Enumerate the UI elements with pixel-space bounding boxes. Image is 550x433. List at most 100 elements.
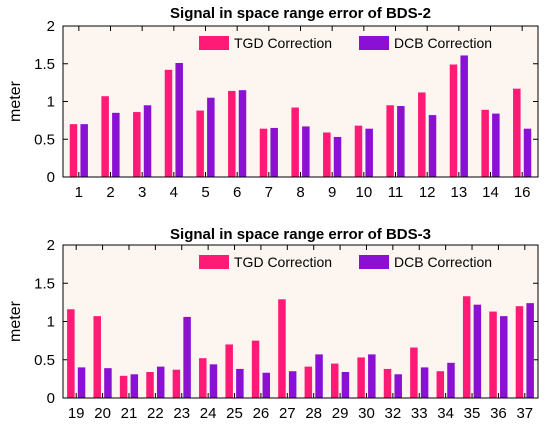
x-tick-label: 13 — [450, 184, 467, 201]
bar-tgd-37 — [515, 306, 524, 398]
bar-tgd-24 — [199, 358, 207, 398]
y-tick-label: 0 — [47, 390, 55, 407]
y-tick-label: 0.5 — [34, 352, 55, 369]
bar-dcb-26 — [262, 372, 271, 398]
bar-dcb-14 — [492, 113, 500, 177]
x-tick-label: 28 — [305, 405, 322, 422]
x-tick-label: 14 — [482, 184, 499, 201]
bar-tgd-28 — [304, 366, 313, 398]
bar-tgd-35 — [462, 296, 471, 398]
bar-dcb-11 — [397, 106, 405, 177]
bar-dcb-27 — [288, 371, 297, 398]
x-tick-label: 12 — [419, 184, 436, 201]
bar-dcb-9 — [333, 136, 342, 177]
bar-tgd-32 — [383, 368, 392, 398]
legend-swatch-tgd — [199, 36, 229, 50]
bar-tgd-36 — [489, 311, 497, 398]
legend-label-tgd: TGD Correction — [234, 254, 332, 270]
bar-tgd-2 — [101, 96, 109, 177]
bar-tgd-21 — [119, 375, 128, 398]
legend-label-dcb: DCB Correction — [394, 254, 492, 270]
bar-tgd-1 — [69, 124, 78, 177]
x-tick-label: 30 — [358, 405, 375, 422]
x-tick-label: 24 — [200, 405, 217, 422]
bar-tgd-8 — [291, 107, 299, 177]
bar-dcb-32 — [394, 374, 402, 398]
bar-dcb-29 — [341, 371, 350, 398]
x-tick-label: 5 — [201, 184, 209, 201]
x-tick-label: 34 — [437, 405, 454, 422]
bar-dcb-13 — [460, 55, 468, 177]
legend-label-tgd: TGD Correction — [234, 35, 332, 51]
bar-dcb-16 — [523, 128, 532, 177]
bar-dcb-37 — [526, 303, 534, 398]
x-tick-label: 6 — [233, 184, 241, 201]
bar-tgd-33 — [410, 347, 418, 398]
bar-tgd-20 — [93, 316, 101, 398]
plot-area — [62, 244, 539, 399]
bar-tgd-4 — [164, 69, 173, 177]
bar-dcb-30 — [368, 354, 376, 398]
bar-dcb-36 — [500, 316, 508, 398]
bar-dcb-8 — [302, 126, 310, 177]
y-tick-label: 1.5 — [34, 275, 55, 292]
x-tick-label: 25 — [226, 405, 243, 422]
plot-frame — [62, 25, 539, 178]
y-tick-label: 1 — [47, 94, 55, 111]
x-tick-label: 3 — [138, 184, 146, 201]
chart-title: Signal in space range error of BDS-3 — [170, 226, 431, 243]
bar-dcb-3 — [143, 105, 152, 177]
bar-dcb-10 — [365, 128, 373, 177]
legend-swatch-dcb — [359, 36, 389, 50]
bar-dcb-5 — [207, 97, 215, 177]
bar-tgd-22 — [146, 371, 154, 398]
x-tick-label: 2 — [106, 184, 114, 201]
x-tick-label: 7 — [265, 184, 273, 201]
y-tick-label: 2 — [47, 18, 55, 35]
legend: TGD Correction DCB Correction — [199, 35, 492, 51]
x-tick-label: 4 — [170, 184, 178, 201]
bar-tgd-3 — [133, 112, 141, 177]
bar-tgd-9 — [323, 132, 331, 177]
plot-frame — [62, 244, 539, 399]
y-tick-label: 1.5 — [34, 56, 55, 73]
bar-dcb-6 — [238, 90, 247, 177]
x-tick-label: 33 — [411, 405, 428, 422]
bar-tgd-19 — [67, 309, 75, 398]
x-tick-label: 32 — [385, 405, 402, 422]
x-tick-label: 9 — [328, 184, 336, 201]
y-axis-label: meter — [7, 300, 24, 342]
bar-tgd-29 — [330, 363, 339, 398]
bar-dcb-19 — [77, 367, 86, 398]
chart-1: Signal in space range error of BDS-2 mete… — [7, 5, 539, 201]
x-tick-label: 26 — [253, 405, 270, 422]
bar-dcb-20 — [104, 368, 112, 398]
x-tick-label: 19 — [68, 405, 85, 422]
bar-tgd-7 — [259, 128, 268, 177]
bar-dcb-4 — [175, 62, 183, 178]
bar-dcb-22 — [156, 366, 165, 398]
x-tick-label: 36 — [490, 405, 507, 422]
bar-dcb-2 — [112, 112, 120, 177]
x-tick-label: 29 — [332, 405, 349, 422]
legend-label-dcb: DCB Correction — [394, 35, 492, 51]
bar-dcb-1 — [80, 124, 88, 177]
bar-dcb-21 — [130, 374, 139, 398]
bar-dcb-35 — [473, 304, 482, 398]
bar-tgd-13 — [449, 64, 458, 177]
x-tick-label: 11 — [388, 184, 404, 201]
bar-tgd-10 — [354, 125, 363, 177]
bar-dcb-7 — [270, 127, 278, 177]
bar-tgd-26 — [251, 340, 260, 398]
y-tick-label: 0.5 — [34, 131, 55, 148]
bar-tgd-34 — [436, 371, 445, 398]
y-tick-label: 2 — [47, 237, 55, 254]
bar-dcb-33 — [420, 367, 429, 398]
x-tick-label: 1 — [75, 184, 83, 201]
bar-tgd-25 — [225, 344, 233, 398]
x-tick-label: 20 — [94, 405, 111, 422]
y-tick-label: 1 — [47, 314, 55, 331]
bar-tgd-27 — [278, 299, 286, 398]
legend: TGD Correction DCB Correction — [199, 254, 492, 270]
